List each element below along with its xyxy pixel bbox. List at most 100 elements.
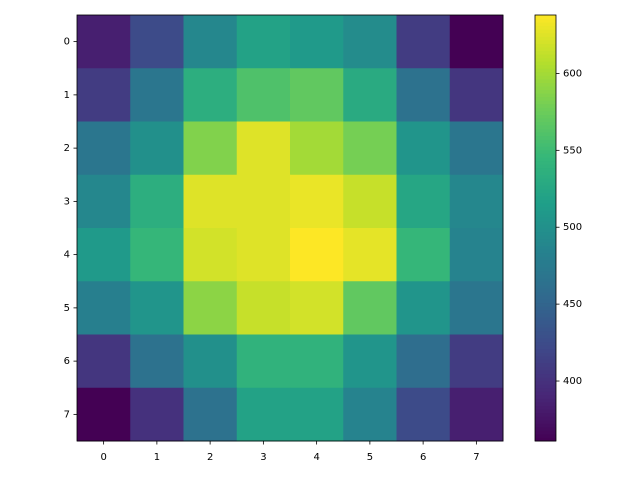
heatmap-cell: [236, 387, 291, 442]
colorbar-slice: [535, 394, 556, 399]
colorbar-slice: [535, 153, 556, 158]
colorbar-slice: [535, 213, 556, 218]
colorbar-slice: [535, 181, 556, 186]
colorbar-slice: [535, 380, 556, 385]
heatmap-cell: [77, 281, 131, 335]
heatmap-cell: [236, 228, 291, 282]
colorbar-slice: [535, 142, 556, 147]
colorbar-slice: [535, 409, 556, 414]
colorbar-slice: [535, 384, 556, 389]
colorbar-slice: [535, 29, 556, 34]
colorbar-slice: [535, 188, 556, 193]
heatmap-cell: [449, 281, 504, 335]
heatmap-cell: [396, 121, 451, 176]
heatmap-cell: [290, 387, 344, 442]
colorbar-slice: [535, 252, 556, 257]
colorbar-slice: [535, 419, 556, 424]
colorbar-tick-label: 550: [563, 145, 582, 156]
y-tick-label: 0: [64, 37, 70, 48]
colorbar-slice: [535, 78, 556, 83]
heatmap-cell: [343, 281, 397, 335]
x-tick-label: 1: [154, 452, 160, 463]
colorbar-slice: [535, 157, 556, 162]
colorbar-slice: [535, 245, 556, 250]
heatmap-cell: [236, 174, 291, 229]
colorbar-slice: [535, 284, 556, 289]
colorbar-slice: [535, 249, 556, 254]
colorbar-slice: [535, 398, 556, 403]
heatmap-cell: [449, 15, 504, 69]
plot-frame: [76, 14, 504, 442]
colorbar-slice: [535, 288, 556, 293]
heatmap-cell: [77, 15, 131, 69]
colorbar-slice: [535, 178, 556, 183]
heatmap-cell: [343, 15, 397, 69]
colorbar-slice: [535, 46, 556, 51]
colorbar-slice: [535, 18, 556, 23]
heatmap-cell: [449, 68, 504, 122]
colorbar-slice: [535, 199, 556, 204]
heatmap-cell: [183, 387, 238, 442]
heatmap-cell: [396, 228, 451, 282]
colorbar-slice: [535, 43, 556, 48]
colorbar-slice: [535, 391, 556, 396]
colorbar-slice: [535, 416, 556, 421]
colorbar-slice: [535, 196, 556, 201]
heatmap-cell: [77, 228, 131, 282]
heatmap-cell: [449, 174, 504, 229]
colorbar-slice: [535, 71, 556, 76]
heatmap-cell: [290, 334, 344, 389]
heatmap-cell: [343, 334, 397, 389]
colorbar-slice: [535, 377, 556, 382]
colorbar-slice: [535, 299, 556, 304]
colorbar-slice: [535, 309, 556, 314]
heatmap-cell: [343, 121, 397, 176]
colorbar-slice: [535, 164, 556, 169]
colorbar-slice: [535, 128, 556, 133]
heatmap-cell: [396, 334, 451, 389]
heatmap-cell: [236, 281, 291, 335]
heatmap-cell: [130, 281, 184, 335]
heatmap-cell: [183, 228, 238, 282]
colorbar-slice: [535, 348, 556, 353]
colorbar-slice: [535, 103, 556, 108]
colorbar-slice: [535, 68, 556, 73]
colorbar-slice: [535, 320, 556, 325]
colorbar-slice: [535, 362, 556, 367]
heatmap-cell: [77, 334, 131, 389]
colorbar-slice: [535, 57, 556, 62]
heatmap-cell: [449, 387, 504, 442]
colorbar-tick-label: 600: [563, 68, 582, 79]
heatmap-cell: [183, 174, 238, 229]
colorbar-slice: [535, 426, 556, 431]
heatmap-cell: [130, 334, 184, 389]
heatmap-cell: [396, 68, 451, 122]
colorbar-slice: [535, 270, 556, 275]
colorbar-slice: [535, 341, 556, 346]
colorbar-slice: [535, 345, 556, 350]
colorbar-slice: [535, 25, 556, 30]
x-tick-label: 2: [207, 452, 213, 463]
colorbar-slice: [535, 167, 556, 172]
x-tick-label: 0: [100, 452, 106, 463]
y-tick-label: 6: [64, 356, 70, 367]
colorbar-slice: [535, 242, 556, 247]
heatmap-cell: [343, 68, 397, 122]
colorbar-slice: [535, 263, 556, 268]
colorbar-slice: [535, 135, 556, 140]
heatmap-cell: [290, 228, 344, 282]
heatmap-cell: [290, 68, 344, 122]
heatmap-cell: [449, 228, 504, 282]
colorbar-slice: [535, 192, 556, 197]
colorbar-slice: [535, 412, 556, 417]
colorbar-slice: [535, 174, 556, 179]
colorbar-slice: [535, 302, 556, 307]
heatmap-cell: [236, 68, 291, 122]
y-tick-label: 5: [64, 303, 70, 314]
colorbar-slice: [535, 330, 556, 335]
colorbar-slice: [535, 259, 556, 264]
colorbar-slice: [535, 359, 556, 364]
heatmap-cell: [130, 174, 184, 229]
colorbar-slice: [535, 149, 556, 154]
